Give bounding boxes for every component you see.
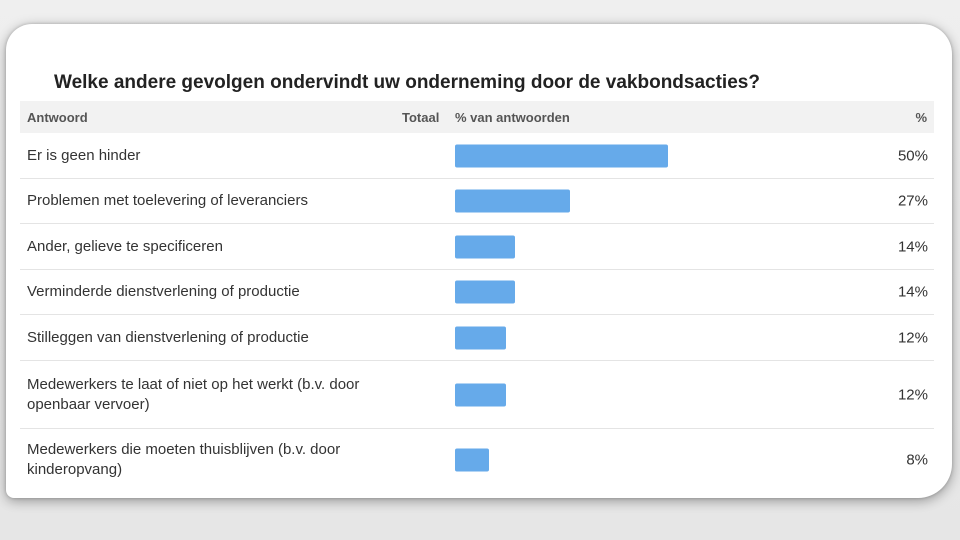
table-body: Er is geen hinder 50% Problemen met toelev… <box>20 133 934 490</box>
percentage-bar <box>455 144 668 167</box>
answer-label: Problemen met toelevering of leverancier… <box>27 192 308 209</box>
header-totaal: Totaal <box>402 110 440 125</box>
table-row: Stilleggen van dienstverlening of produc… <box>20 315 934 361</box>
percentage-value: 50% <box>897 147 928 164</box>
table-row: Verminderde dienstverlening of productie… <box>20 270 934 315</box>
answer-label: Medewerkers die moeten thuisblijven (b.v… <box>27 440 341 478</box>
table-header: Antwoord Totaal % van antwoorden % <box>20 101 934 133</box>
header-antwoord: Antwoord <box>27 110 88 125</box>
percentage-value: 12% <box>897 386 928 403</box>
percentage-value: 14% <box>897 238 928 255</box>
percentage-bar <box>455 326 506 349</box>
question-title: Welke andere gevolgen ondervindt uw onde… <box>54 72 760 93</box>
header-pct-van-antwoorden: % van antwoorden <box>455 110 570 125</box>
answer-label: Medewerkers te laat of niet op het werkt… <box>27 375 360 413</box>
header-pct: % <box>915 110 927 125</box>
percentage-bar <box>455 280 515 304</box>
table-row: Medewerkers die moeten thuisblijven (b.v… <box>20 429 934 490</box>
percentage-value: 14% <box>897 283 928 301</box>
percentage-value: 8% <box>906 451 928 468</box>
table-row: Medewerkers te laat of niet op het werkt… <box>20 361 934 429</box>
answer-label: Er is geen hinder <box>27 146 141 164</box>
table-row: Er is geen hinder 50% <box>20 133 934 179</box>
table-row: Ander, gelieve te specificeren 14% <box>20 224 934 270</box>
table-row: Problemen met toelevering of leverancier… <box>20 179 934 224</box>
percentage-value: 27% <box>897 192 928 210</box>
percentage-bar <box>455 383 506 406</box>
results-table: Antwoord Totaal % van antwoorden % Er is… <box>20 101 934 490</box>
answer-label: Ander, gelieve te specificeren <box>27 237 223 255</box>
answer-label: Stilleggen van dienstverlening of produc… <box>27 328 309 346</box>
percentage-bar <box>455 448 489 471</box>
percentage-bar <box>455 235 515 258</box>
answer-label: Verminderde dienstverlening of productie <box>27 283 300 300</box>
percentage-bar <box>455 189 570 213</box>
percentage-value: 12% <box>897 329 928 346</box>
